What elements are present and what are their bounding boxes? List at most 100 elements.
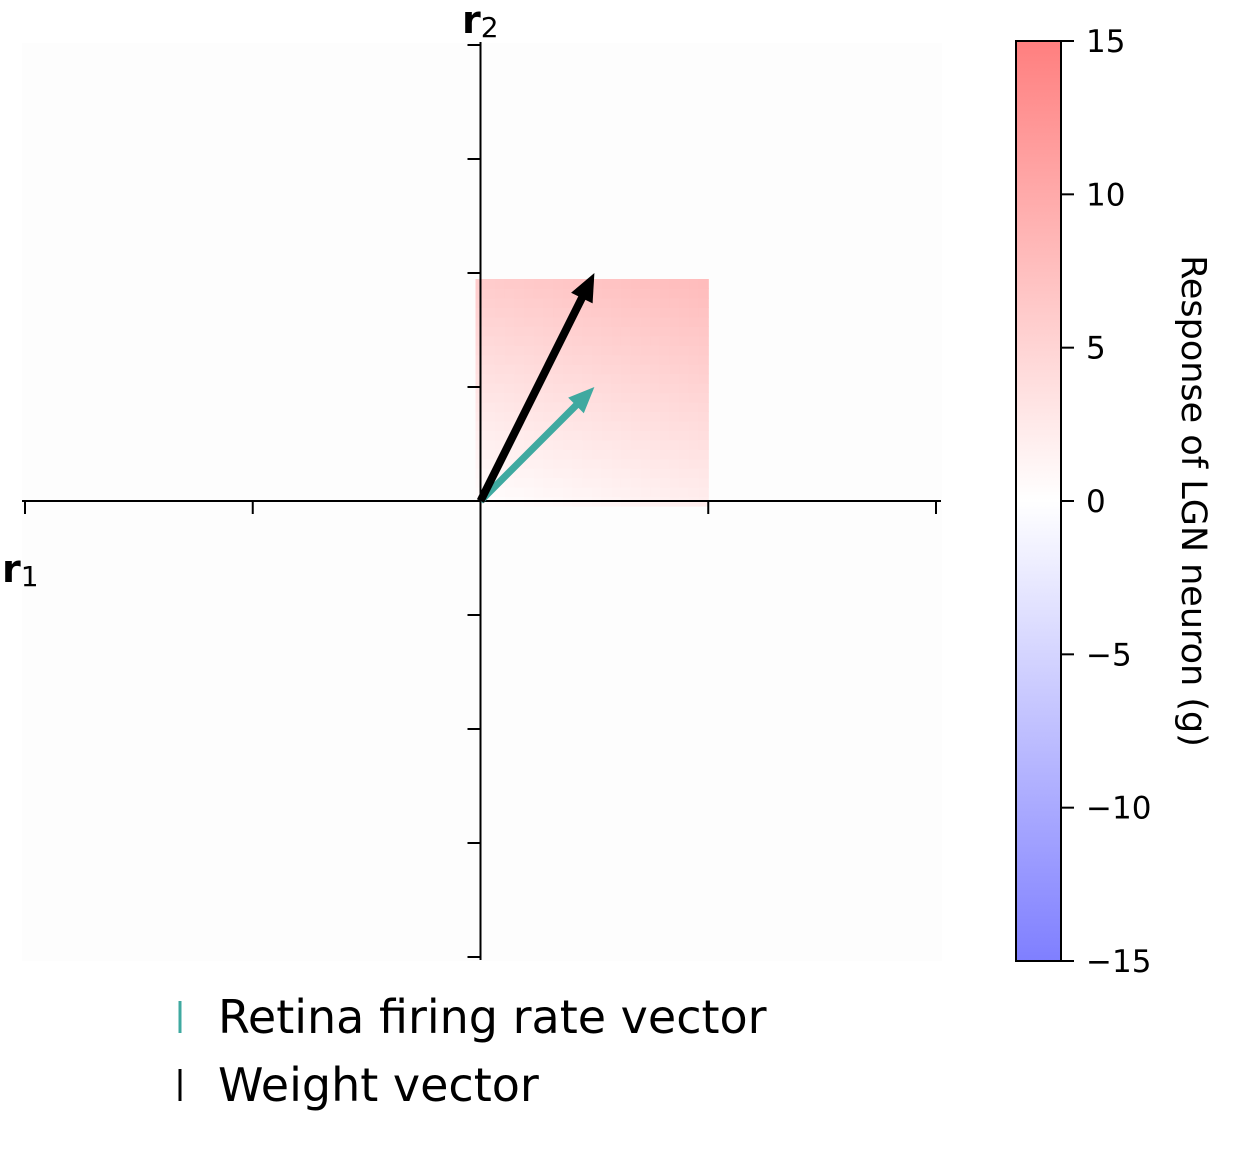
heatmap-cell [562, 468, 574, 479]
heatmap-cell [553, 326, 564, 337]
heatmap-cell [504, 297, 515, 308]
heatmap-cell [688, 439, 700, 450]
heatmap-cell [659, 430, 671, 441]
heatmap-cell [494, 297, 506, 308]
heatmap-cell [572, 354, 583, 365]
heatmap-cell [640, 354, 651, 365]
heatmap-cell [533, 297, 544, 308]
heatmap-cell [553, 354, 564, 365]
heatmap-cell [504, 373, 515, 384]
heatmap-cell [669, 307, 680, 318]
heatmap-cell [582, 307, 593, 318]
heatmap-cell [640, 383, 651, 394]
heatmap-cell [611, 411, 622, 422]
heatmap-cell [659, 383, 671, 394]
heatmap-cell [523, 345, 535, 356]
heatmap-cell [640, 458, 651, 469]
heatmap-cell [611, 364, 622, 375]
heatmap-cell [533, 468, 544, 479]
heatmap-cell [679, 458, 690, 469]
heatmap-cell [611, 439, 622, 450]
heatmap-cell [553, 401, 564, 413]
heatmap-cell [698, 439, 709, 450]
heatmap-cell [582, 345, 593, 356]
heatmap-cell [601, 279, 612, 290]
heatmap-cell [543, 401, 554, 413]
heatmap-cell [601, 468, 612, 479]
heatmap-cell [679, 401, 690, 413]
heatmap-cell [601, 383, 612, 394]
retina-vector [478, 387, 595, 504]
heatmap-cell [611, 326, 622, 337]
heatmap-cell [601, 326, 612, 337]
heatmap-cell [650, 401, 661, 413]
heatmap-cell [485, 354, 496, 365]
heatmap-cell [679, 316, 690, 327]
heatmap-cell [485, 458, 496, 469]
heatmap-cell [494, 487, 506, 498]
heatmap-cell [514, 392, 525, 403]
heatmap-cell [679, 392, 690, 403]
heatmap-cell [659, 335, 671, 346]
heatmap-cell [494, 279, 506, 290]
heatmap-cell [601, 354, 612, 365]
heatmap-cell [650, 297, 661, 308]
heatmap-cell [611, 316, 622, 327]
heatmap-cell [679, 288, 690, 299]
heatmap-cell [698, 297, 709, 308]
heatmap-cell [562, 392, 574, 403]
heatmap-cell [679, 297, 690, 308]
heatmap-cell [669, 326, 680, 337]
heatmap-cell [582, 430, 593, 441]
heatmap-cell [494, 307, 506, 318]
heatmap-cell [601, 487, 612, 498]
heatmap-cell [582, 449, 593, 460]
heatmap-cell [650, 487, 661, 498]
heatmap-cell [504, 458, 515, 469]
heatmap-cell [659, 449, 671, 460]
heatmap-cell [553, 297, 564, 308]
heatmap-cell [669, 468, 680, 479]
heatmap-cell [523, 430, 535, 441]
heatmap-cell [640, 468, 651, 479]
heatmap-cell [650, 458, 661, 469]
heatmap-cell [630, 307, 641, 318]
heatmap-cell [494, 316, 506, 327]
heatmap-cell [591, 430, 603, 441]
heatmap-cell [659, 468, 671, 479]
heatmap-cell [611, 383, 622, 394]
heatmap-cell [553, 449, 564, 460]
heatmap-cell [485, 439, 496, 450]
heatmap-cell [591, 449, 603, 460]
heatmap-cell [650, 354, 661, 365]
heatmap-cell [650, 411, 661, 422]
heatmap-cell [659, 373, 671, 384]
heatmap-cell [572, 383, 583, 394]
heatmap-cell [601, 430, 612, 441]
colorbar-tick-label: −15 [1086, 944, 1151, 980]
heatmap-cell [611, 392, 622, 403]
heatmap-cell [630, 449, 641, 460]
heatmap-cell [698, 487, 709, 498]
heatmap-cell [611, 468, 622, 479]
heatmap-cell [591, 411, 603, 422]
heatmap-cell [582, 316, 593, 327]
heatmap-cell [611, 345, 622, 356]
heatmap-cell [591, 288, 603, 299]
heatmap-cell [679, 364, 690, 375]
colorbar-tick-label: −10 [1086, 791, 1151, 827]
heatmap-cell [698, 288, 709, 299]
heatmap-cell [698, 401, 709, 413]
heatmap-cell [533, 354, 544, 365]
heatmap-cell [504, 392, 515, 403]
heatmap-cell [523, 439, 535, 450]
heatmap-cell [543, 411, 554, 422]
colorbar-tick-label: −5 [1086, 637, 1132, 673]
heatmap-cell [620, 420, 632, 431]
heatmap-cell [591, 335, 603, 346]
heatmap-cell [553, 392, 564, 403]
axis-labels-layer: r1 r2 [2, 0, 499, 593]
colorbar-tick-label: 15 [1086, 24, 1125, 60]
heatmap-cell [543, 420, 554, 431]
heatmap-cell [533, 326, 544, 337]
